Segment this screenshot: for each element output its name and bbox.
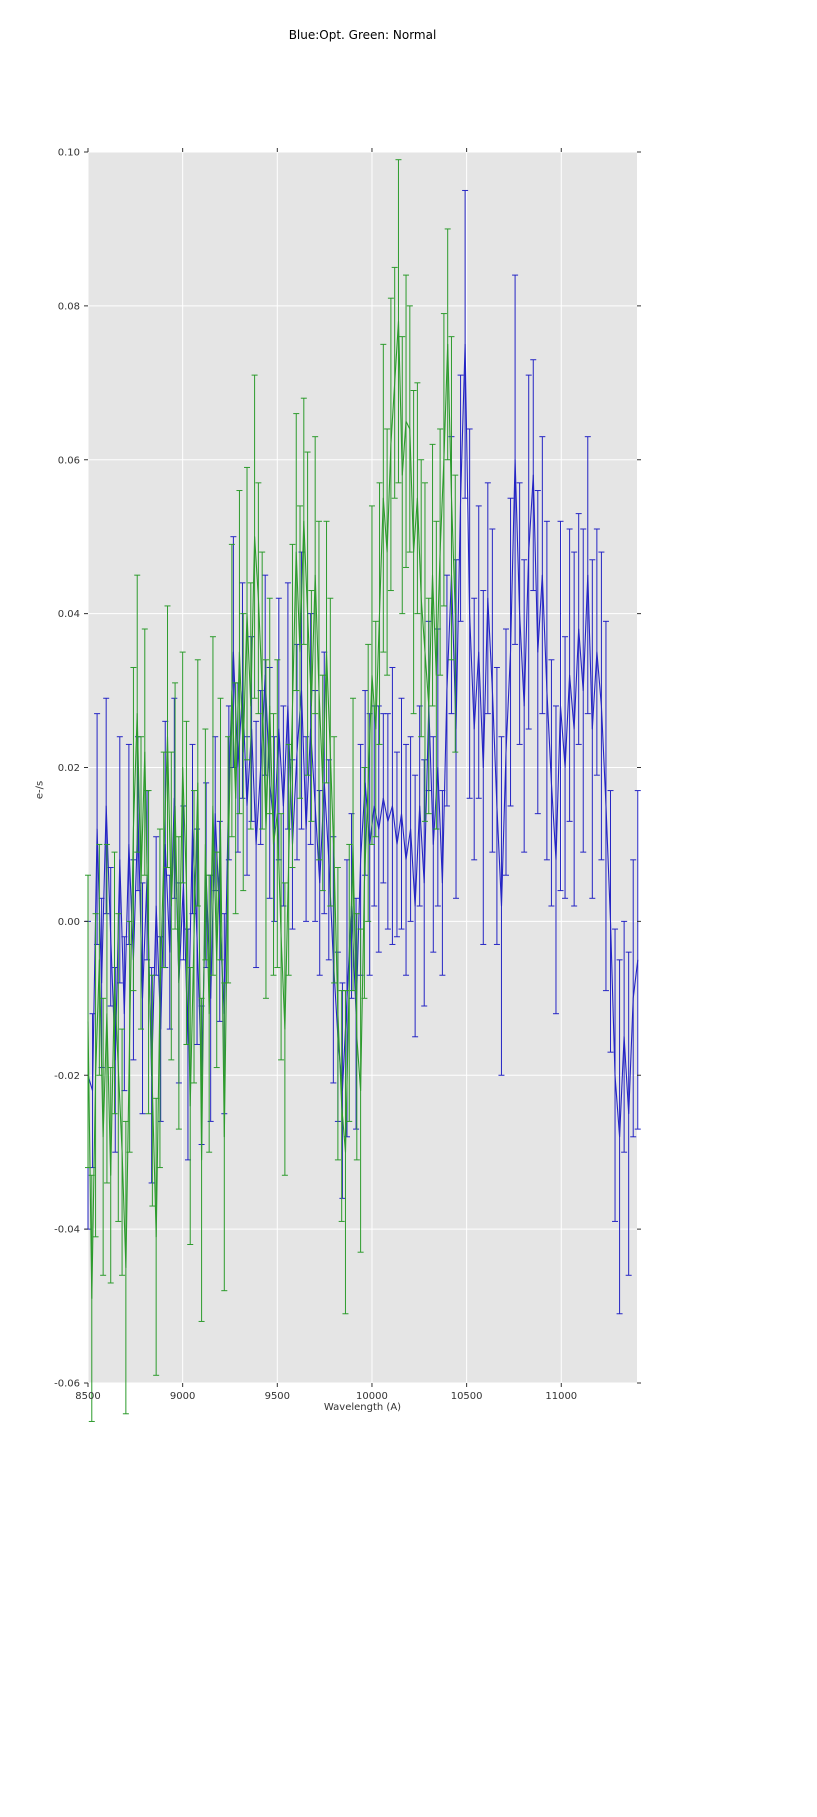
y-tick-label: 0.02 [58,763,80,774]
y-tick-label: 0.06 [58,455,80,466]
x-tick-label: 9500 [265,1391,290,1402]
y-tick-label: 0.04 [58,609,80,620]
x-tick-label: 9000 [170,1391,195,1402]
x-tick-label: 8500 [75,1391,100,1402]
x-tick-label: 11000 [545,1391,577,1402]
y-tick-label: 0.08 [58,301,80,312]
x-tick-label: 10000 [356,1391,388,1402]
y-tick-label: -0.04 [54,1225,80,1236]
chart-title: Blue:Opt. Green: Normal [288,28,437,42]
y-tick-label: -0.06 [54,1379,80,1390]
y-tick-label: 0.00 [58,917,80,928]
green-normal-line [87,320,456,1299]
x-tick-label: 10500 [451,1391,483,1402]
y-tick-label: -0.02 [54,1071,80,1082]
y-tick-label: 0.10 [58,148,80,159]
y-axis-label: e-/s [34,780,46,800]
x-axis-label: Wavelength (A) [323,1402,402,1413]
